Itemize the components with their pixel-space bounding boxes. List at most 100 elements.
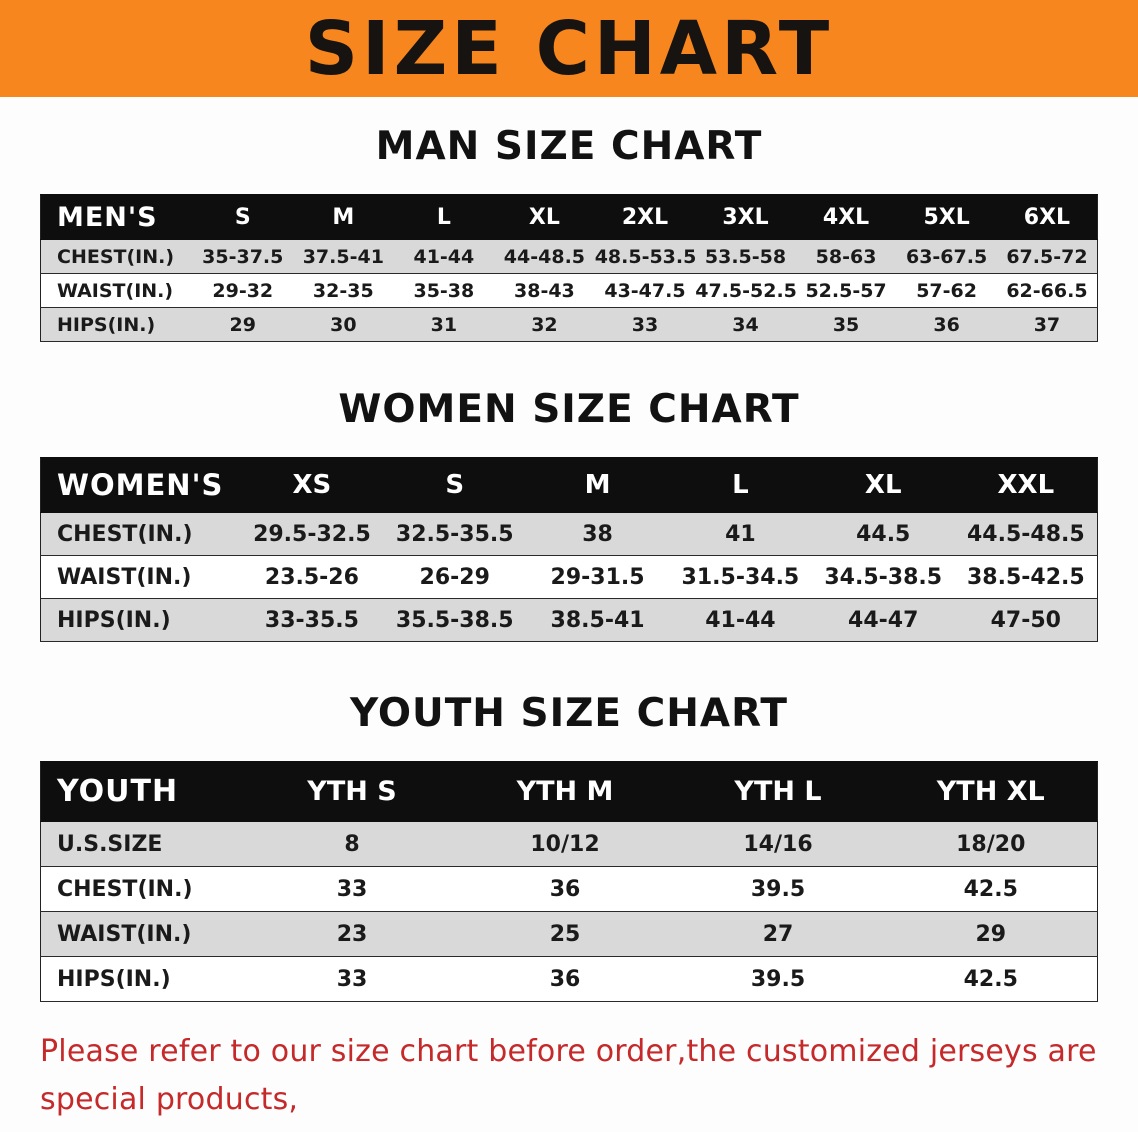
row-label-cell: CHEST(IN.) xyxy=(40,239,193,274)
notice-line-2: we don't accept cancel, change, teturn o… xyxy=(40,1124,1118,1132)
size-header-cell: 2XL xyxy=(594,194,696,240)
value-cell: 38 xyxy=(526,512,669,556)
value-cell: 10/12 xyxy=(458,821,672,867)
value-cell: 32.5-35.5 xyxy=(383,512,527,556)
table-row: HIPS(IN.) 33-35.5 35.5-38.5 38.5-41 41-44 44-… xyxy=(40,598,1098,642)
row-label-cell: HIPS(IN.) xyxy=(40,598,241,642)
row-label-cell: WAIST(IN.) xyxy=(40,273,193,308)
value-cell: 33-35.5 xyxy=(240,598,384,642)
row-label-cell: WAIST(IN.) xyxy=(40,555,241,599)
value-cell: 32 xyxy=(494,307,595,342)
value-cell: 31 xyxy=(393,307,495,342)
value-cell: 48.5-53.5 xyxy=(594,239,696,274)
size-header-cell: S xyxy=(383,457,527,513)
value-cell: 32-35 xyxy=(293,273,394,308)
table-title-cell: YOUTH xyxy=(40,761,246,822)
value-cell: 23 xyxy=(245,911,459,957)
size-header-cell: L xyxy=(668,457,812,513)
value-cell: 29-31.5 xyxy=(526,555,669,599)
size-header-cell: YTH L xyxy=(671,761,885,822)
size-header-cell: L xyxy=(393,194,495,240)
value-cell: 30 xyxy=(293,307,394,342)
value-cell: 18/20 xyxy=(884,821,1098,867)
section-title-men: MAN SIZE CHART xyxy=(375,124,763,169)
size-header-cell: XXL xyxy=(954,457,1098,513)
value-cell: 38.5-42.5 xyxy=(954,555,1098,599)
value-cell: 35-38 xyxy=(393,273,495,308)
value-cell: 27 xyxy=(671,911,885,957)
youth-size-table: YOUTH YTH S YTH M YTH L YTH XL U.S.SIZE 8 10/12… xyxy=(40,761,1098,1002)
value-cell: 58-63 xyxy=(795,239,897,274)
value-cell: 34 xyxy=(695,307,796,342)
women-section: WOMEN SIZE CHART WOMEN'S XS S M L XL XXL CHEST(… xyxy=(0,386,1138,642)
table-row: HIPS(IN.) 33 36 39.5 42.5 xyxy=(40,956,1098,1002)
value-cell: 43-47.5 xyxy=(594,273,696,308)
value-cell: 33 xyxy=(594,307,696,342)
row-label-cell: CHEST(IN.) xyxy=(40,512,241,556)
value-cell: 57-62 xyxy=(896,273,997,308)
value-cell: 42.5 xyxy=(884,956,1098,1002)
table-header-row: WOMEN'S XS S M L XL XXL xyxy=(40,457,1098,513)
size-header-cell: M xyxy=(293,194,394,240)
value-cell: 44.5-48.5 xyxy=(954,512,1098,556)
value-cell: 33 xyxy=(245,866,459,912)
youth-section: YOUTH SIZE CHART YOUTH YTH S YTH M YTH L YTH… xyxy=(0,690,1138,1002)
value-cell: 44-47 xyxy=(811,598,955,642)
page-title: SIZE CHART xyxy=(304,5,834,92)
women-size-table: WOMEN'S XS S M L XL XXL CHEST(IN.) 29.5-32.5 32.5… xyxy=(40,457,1098,642)
footer-notice: Please refer to our size chart before or… xyxy=(40,1028,1118,1132)
value-cell: 38-43 xyxy=(494,273,595,308)
banner: SIZE CHART xyxy=(0,0,1138,97)
value-cell: 14/16 xyxy=(671,821,885,867)
value-cell: 41-44 xyxy=(393,239,495,274)
size-header-cell: S xyxy=(192,194,294,240)
table-header-row: YOUTH YTH S YTH M YTH L YTH XL xyxy=(40,761,1098,822)
value-cell: 8 xyxy=(245,821,459,867)
row-label-cell: CHEST(IN.) xyxy=(40,866,246,912)
value-cell: 26-29 xyxy=(383,555,527,599)
notice-line-1: Please refer to our size chart before or… xyxy=(40,1034,1097,1117)
men-section: MAN SIZE CHART MEN'S S M L XL 2XL 3XL 4XL 5XL 6XL… xyxy=(0,123,1138,342)
value-cell: 39.5 xyxy=(671,866,885,912)
value-cell: 29 xyxy=(884,911,1098,957)
value-cell: 41 xyxy=(668,512,812,556)
value-cell: 36 xyxy=(458,956,672,1002)
size-header-cell: 4XL xyxy=(795,194,897,240)
size-header-cell: 6XL xyxy=(996,194,1098,240)
size-header-cell: XL xyxy=(811,457,955,513)
value-cell: 37.5-41 xyxy=(293,239,394,274)
size-header-cell: YTH XL xyxy=(884,761,1098,822)
value-cell: 29-32 xyxy=(192,273,294,308)
size-header-cell: XL xyxy=(494,194,595,240)
row-label-cell: HIPS(IN.) xyxy=(40,307,193,342)
value-cell: 35-37.5 xyxy=(192,239,294,274)
value-cell: 39.5 xyxy=(671,956,885,1002)
value-cell: 35.5-38.5 xyxy=(383,598,527,642)
value-cell: 29.5-32.5 xyxy=(240,512,384,556)
table-row: WAIST(IN.) 23 25 27 29 xyxy=(40,911,1098,957)
row-label-cell: U.S.SIZE xyxy=(40,821,246,867)
value-cell: 52.5-57 xyxy=(795,273,897,308)
size-header-cell: YTH M xyxy=(458,761,672,822)
section-title-youth: YOUTH SIZE CHART xyxy=(350,691,788,736)
value-cell: 47.5-52.5 xyxy=(695,273,797,308)
value-cell: 42.5 xyxy=(884,866,1098,912)
value-cell: 47-50 xyxy=(954,598,1098,642)
table-row: U.S.SIZE 8 10/12 14/16 18/20 xyxy=(40,821,1098,867)
value-cell: 44-48.5 xyxy=(494,239,595,274)
table-row: CHEST(IN.) 35-37.5 37.5-41 41-44 44-48.5 48.5… xyxy=(40,239,1098,274)
men-size-table: MEN'S S M L XL 2XL 3XL 4XL 5XL 6XL CHEST(IN.) 35-37… xyxy=(40,194,1098,342)
value-cell: 31.5-34.5 xyxy=(668,555,812,599)
table-title-cell: MEN'S xyxy=(40,194,193,240)
value-cell: 29 xyxy=(192,307,294,342)
value-cell: 33 xyxy=(245,956,459,1002)
value-cell: 38.5-41 xyxy=(526,598,669,642)
table-row: CHEST(IN.) 29.5-32.5 32.5-35.5 38 41 44.5 44.5… xyxy=(40,512,1098,556)
value-cell: 67.5-72 xyxy=(996,239,1098,274)
value-cell: 41-44 xyxy=(668,598,812,642)
value-cell: 34.5-38.5 xyxy=(811,555,955,599)
value-cell: 35 xyxy=(795,307,897,342)
value-cell: 63-67.5 xyxy=(896,239,997,274)
table-row: WAIST(IN.) 23.5-26 26-29 29-31.5 31.5-34.5 34… xyxy=(40,555,1098,599)
